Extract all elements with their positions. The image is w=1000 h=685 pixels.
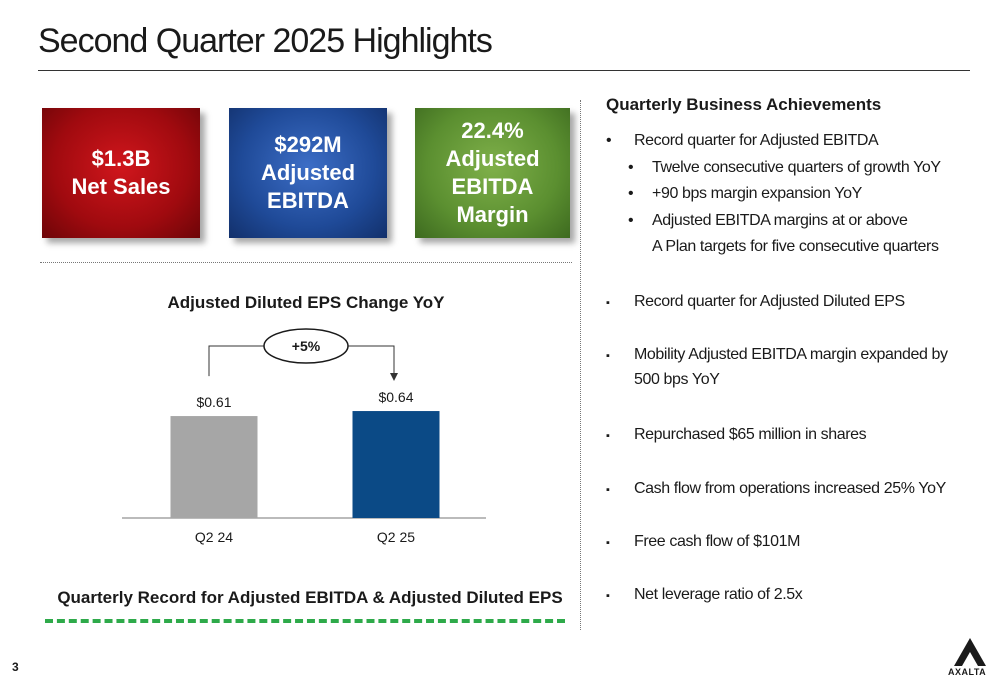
record-headline: Quarterly Record for Adjusted EBITDA & A… <box>57 588 563 607</box>
achievement-item: • Record quarter for Adjusted EBITDA <box>606 129 879 153</box>
achievement-text: Cash flow from operations increased 25% … <box>634 480 946 497</box>
achievement-item: ▪ Repurchased $65 million in shares <box>606 423 867 447</box>
achievement-subitem: • Adjusted EBITDA margins at or above <box>628 209 908 233</box>
annotation-bubble <box>263 328 349 364</box>
logo-wordmark: AXALTA <box>948 667 987 677</box>
kpi-label: Adjusted <box>260 160 356 185</box>
green-dashed-rule <box>45 619 565 623</box>
achievement-text: Net leverage ratio of 2.5x <box>634 586 803 603</box>
kpi-value: $292M <box>274 132 342 157</box>
bullet-icon: • <box>628 159 634 176</box>
achievement-text: Record quarter for Adjusted Diluted EPS <box>634 293 905 310</box>
achievement-text: Twelve consecutive quarters of growth Yo… <box>652 159 941 176</box>
achievement-text: 500 bps YoY <box>634 371 720 388</box>
achievement-item: ▪ Net leverage ratio of 2.5x <box>606 583 803 607</box>
kpi-value: $1.3B <box>91 146 151 171</box>
square-bullet-icon: ▪ <box>606 297 610 309</box>
page-title: Second Quarter 2025 Highlights <box>38 22 493 60</box>
square-bullet-icon: ▪ <box>606 484 610 496</box>
bar-q2-24 <box>170 416 258 518</box>
achievement-item-continued: 500 bps YoY <box>634 368 720 392</box>
achievement-text: Mobility Adjusted EBITDA margin expanded… <box>634 346 948 363</box>
achievement-item: ▪ Free cash flow of $101M <box>606 530 800 554</box>
tick-label: Q2 25 <box>377 529 415 545</box>
square-bullet-icon: ▪ <box>606 537 610 549</box>
data-label: $0.64 <box>378 389 413 405</box>
axalta-logo-icon <box>954 638 986 666</box>
section-divider-vertical <box>580 100 581 630</box>
kpi-label: EBITDA Margin <box>451 174 534 227</box>
kpi-label: Adjusted <box>445 146 540 171</box>
annotation-label: +5% <box>292 338 321 354</box>
achievement-item: ▪ Mobility Adjusted EBITDA margin expand… <box>606 343 948 367</box>
kpi-net-sales: $1.3B Net Sales <box>42 108 200 238</box>
achievement-text: +90 bps margin expansion YoY <box>652 185 862 202</box>
kpi-value: 22.4% <box>461 118 524 143</box>
square-bullet-icon: ▪ <box>606 430 610 442</box>
bar-q2-25 <box>352 411 440 518</box>
bullet-icon: • <box>628 212 634 229</box>
achievement-item: ▪ Record quarter for Adjusted Diluted EP… <box>606 290 905 314</box>
title-divider <box>38 70 970 71</box>
achievement-subitem: • Twelve consecutive quarters of growth … <box>628 156 941 180</box>
annotation-arrowhead <box>390 373 398 382</box>
achievement-item: ▪ Cash flow from operations increased 25… <box>606 477 946 501</box>
achievement-text: Repurchased $65 million in shares <box>634 426 867 443</box>
kpi-label: Net Sales <box>71 174 171 199</box>
achievement-subitem-continued: A Plan targets for five consecutive quar… <box>652 235 939 259</box>
eps-bar-chart: $0.61 Q2 24 $0.64 Q2 25 +5% <box>122 328 486 545</box>
kpi-adjusted-ebitda: $292M Adjusted EBITDA <box>229 108 387 238</box>
achievements-title: Quarterly Business Achievements <box>606 95 882 114</box>
data-label: $0.61 <box>196 394 231 410</box>
tick-label: Q2 24 <box>195 529 233 545</box>
bullet-icon: • <box>628 185 634 202</box>
section-divider-horizontal <box>40 262 572 263</box>
achievement-text: Record quarter for Adjusted EBITDA <box>634 132 879 149</box>
page-number: 3 <box>12 660 19 674</box>
kpi-ebitda-margin: 22.4% Adjusted EBITDA Margin <box>415 108 570 238</box>
achievement-text: Free cash flow of $101M <box>634 533 800 550</box>
bullet-icon: • <box>606 132 612 149</box>
achievement-text: A Plan targets for five consecutive quar… <box>652 238 939 255</box>
square-bullet-icon: ▪ <box>606 590 610 602</box>
achievement-text: Adjusted EBITDA margins at or above <box>652 212 908 229</box>
square-bullet-icon: ▪ <box>606 350 610 362</box>
kpi-label: EBITDA <box>267 188 349 213</box>
chart-title: Adjusted Diluted EPS Change YoY <box>167 293 445 312</box>
achievement-subitem: • +90 bps margin expansion YoY <box>628 182 862 206</box>
